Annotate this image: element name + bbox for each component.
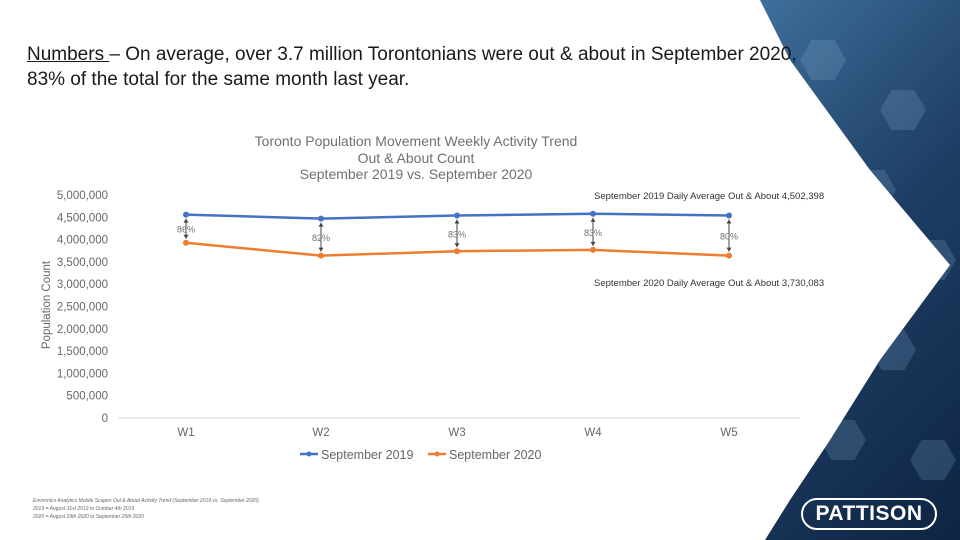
ratio-data-label: 86% xyxy=(177,225,195,235)
ratio-arrowhead xyxy=(590,217,596,222)
source-line: Environics Analytics Mobile Scapes Out &… xyxy=(33,498,259,504)
chart-title-line: Out & About Count xyxy=(358,150,475,166)
ratio-arrowhead xyxy=(726,219,732,224)
y-tick-label: 500,000 xyxy=(66,391,108,403)
source-note: Environics Analytics Mobile Scapes Out &… xyxy=(33,497,259,521)
data-point-2020 xyxy=(318,252,324,259)
y-tick-label: 5,000,000 xyxy=(57,190,108,202)
ratio-arrowhead xyxy=(726,247,732,252)
hexagon-decoration xyxy=(880,90,926,130)
chart-title: Toronto Population Movement Weekly Activ… xyxy=(255,133,578,182)
ratio-labels: 86% 82% 83% 83% 80% xyxy=(177,225,738,243)
legend-label-2019: September 2019 xyxy=(321,448,413,462)
annotation-2020-average: September 2020 Daily Average Out & About… xyxy=(594,278,824,289)
annotation-2019-average: September 2019 Daily Average Out & About… xyxy=(594,191,824,202)
y-tick-label: 2,500,000 xyxy=(57,302,108,314)
y-tick-label: 4,000,000 xyxy=(57,235,108,247)
data-point-2019 xyxy=(318,215,324,222)
y-tick-label: 1,000,000 xyxy=(57,368,108,380)
x-tick-label: W1 xyxy=(177,427,194,439)
source-line: 2020 = August 29th 2020 to September 25t… xyxy=(33,514,144,520)
data-point-2020 xyxy=(726,252,732,259)
ratio-data-label: 83% xyxy=(448,229,466,239)
ratio-data-label: 82% xyxy=(312,233,330,243)
legend-marker-2020 xyxy=(434,451,440,457)
data-point-2020 xyxy=(590,246,596,253)
ratio-arrowhead xyxy=(454,243,460,248)
hexagon-decoration xyxy=(800,40,846,80)
y-tick-label: 0 xyxy=(102,413,108,425)
y-tick-label: 2,000,000 xyxy=(57,324,108,336)
y-axis-label: Population Count xyxy=(41,260,53,349)
ratio-arrowhead xyxy=(454,219,460,224)
hexagon-decoration xyxy=(910,440,956,480)
data-point-2020 xyxy=(183,239,189,246)
data-point-2019 xyxy=(454,212,460,219)
data-point-2020 xyxy=(454,248,460,255)
y-axis-ticks: 0 500,000 1,000,000 1,500,000 2,000,000 2,500… xyxy=(57,190,108,425)
ratio-arrowhead xyxy=(183,234,189,239)
chart-title-line: Toronto Population Movement Weekly Activ… xyxy=(255,133,578,149)
headline-lead: Numbers xyxy=(27,44,110,65)
series-lines xyxy=(183,210,732,259)
data-point-2019 xyxy=(183,211,189,218)
x-tick-label: W4 xyxy=(584,427,602,439)
data-point-2019 xyxy=(726,212,732,219)
ratio-arrowhead xyxy=(318,222,324,227)
y-tick-label: 1,500,000 xyxy=(57,346,108,358)
ratio-data-label: 83% xyxy=(584,228,602,238)
ratio-arrows xyxy=(183,217,732,252)
ratio-data-label: 80% xyxy=(720,232,738,242)
y-tick-label: 3,000,000 xyxy=(57,279,108,291)
ratio-arrowhead xyxy=(318,247,324,252)
y-tick-label: 3,500,000 xyxy=(57,257,108,269)
legend-label-2020: September 2020 xyxy=(449,448,541,462)
headline-body: – On average, over 3.7 million Torontoni… xyxy=(27,44,797,90)
source-line: 2019 = August 31st 2019 to October 4th 2… xyxy=(33,506,135,512)
y-tick-label: 4,500,000 xyxy=(57,212,108,224)
x-tick-label: W2 xyxy=(312,427,329,439)
x-tick-label: W3 xyxy=(448,427,465,439)
x-tick-label: W5 xyxy=(720,427,737,439)
ratio-arrowhead xyxy=(183,218,189,223)
legend-marker-2019 xyxy=(306,451,312,457)
x-axis-ticks: W1 W2 W3 W4 W5 xyxy=(177,427,737,439)
pattison-logo: PATTISON xyxy=(801,498,937,530)
ratio-arrowhead xyxy=(590,241,596,246)
data-point-2019 xyxy=(590,210,596,217)
headline: Numbers – On average, over 3.7 million T… xyxy=(27,42,807,92)
chart-title-line: September 2019 vs. September 2020 xyxy=(300,166,533,182)
legend: September 2019 September 2020 xyxy=(300,448,541,462)
